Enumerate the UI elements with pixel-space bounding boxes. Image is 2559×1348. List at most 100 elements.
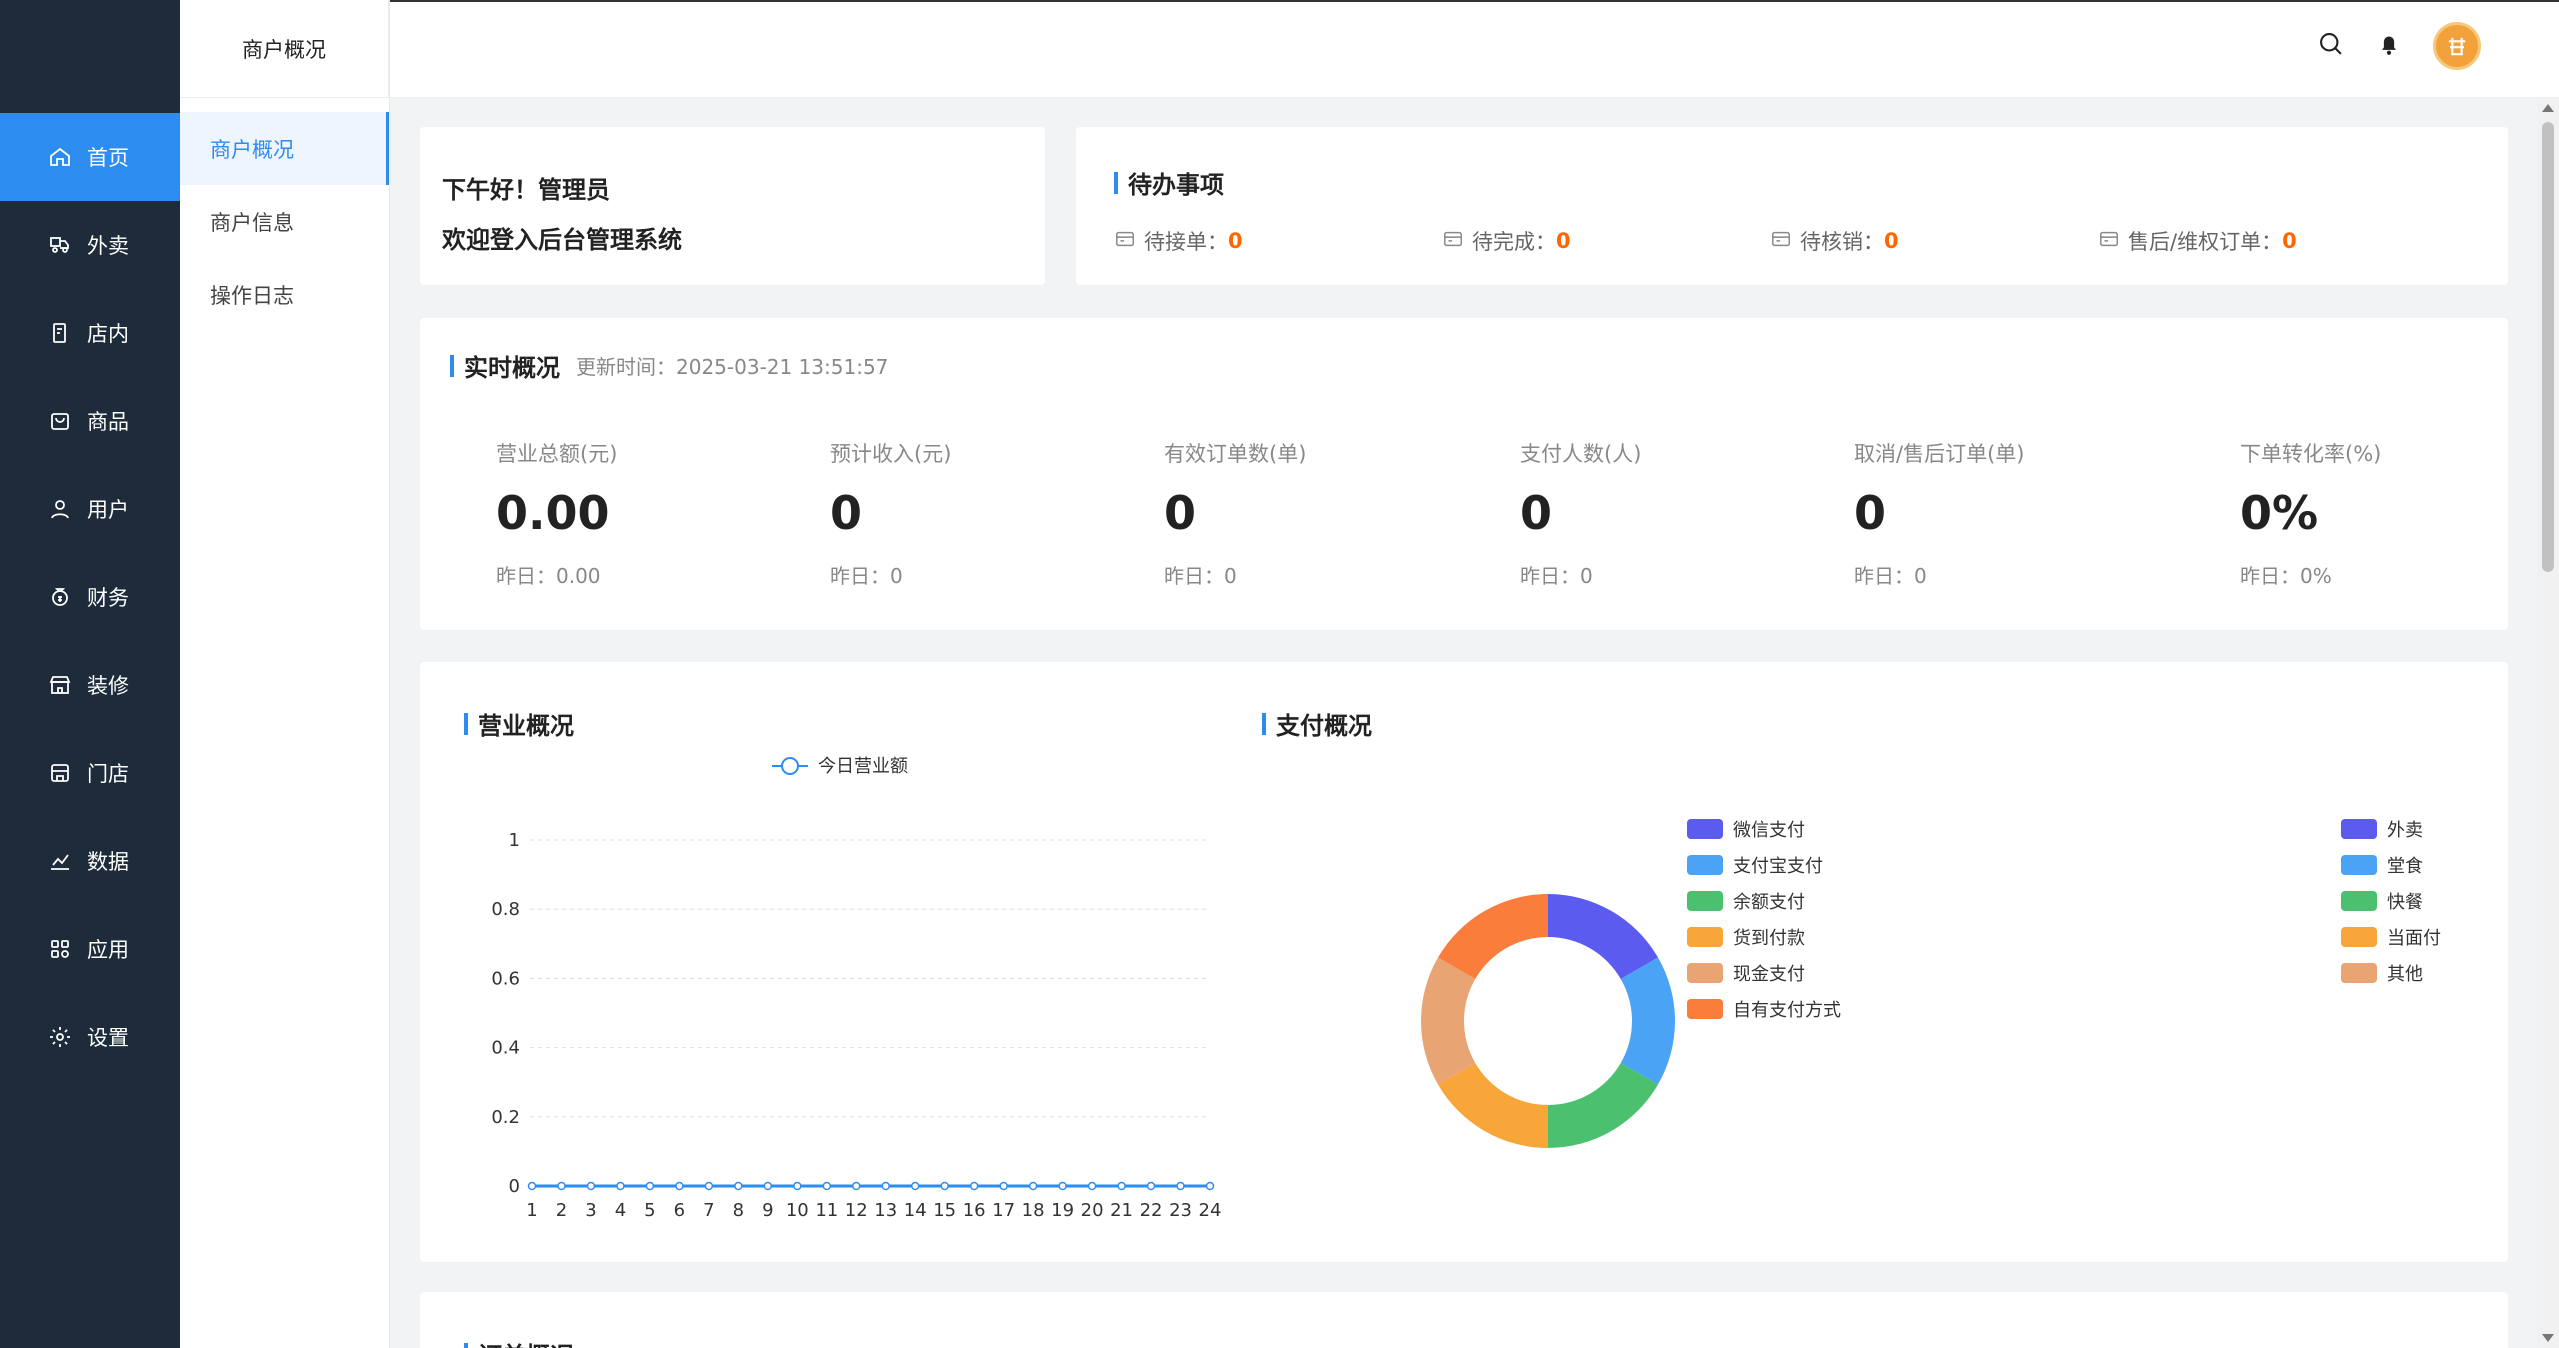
legend-label: 货到付款: [1733, 928, 1805, 949]
data-point: [734, 1181, 743, 1191]
x-tick-label: 23: [1169, 1200, 1192, 1221]
todo-item[interactable]: 售后/维权订单： 0: [2098, 226, 2426, 256]
x-tick-label: 2: [556, 1200, 567, 1221]
x-tick-label: 5: [644, 1200, 655, 1221]
submenu-item-2[interactable]: 操作日志: [210, 283, 294, 308]
donut-slice[interactable]: [1438, 894, 1548, 979]
legend-label: 现金支付: [1733, 964, 1805, 985]
data-point: [557, 1181, 566, 1191]
legend-item[interactable]: 当面付: [2341, 924, 2441, 950]
sidebar-item-0[interactable]: 首页: [0, 113, 180, 201]
scroll-thumb[interactable]: [2542, 122, 2554, 572]
submenu-item-0[interactable]: 商户概况: [180, 112, 389, 185]
order-icon: [2098, 228, 2128, 255]
legend-swatch: [1687, 819, 1723, 839]
x-tick-label: 24: [1199, 1200, 1222, 1221]
legend-label: 堂食: [2387, 856, 2423, 877]
legend-item[interactable]: 货到付款: [1687, 924, 1805, 950]
y-tick-label: 0.8: [491, 899, 520, 920]
avatar[interactable]: [2433, 22, 2481, 70]
sidebar-item-4[interactable]: 用户: [0, 465, 180, 553]
legend-item[interactable]: 外卖: [2341, 816, 2423, 842]
todo-title-text: 待办事项: [1128, 171, 1224, 199]
sidebar-item-label: 应用: [87, 938, 129, 962]
gear-icon: [47, 1024, 73, 1050]
stat-value: 0: [830, 486, 863, 540]
submenu-item-1[interactable]: 商户信息: [210, 210, 294, 235]
legend-item[interactable]: 现金支付: [1687, 960, 1805, 986]
scroll-up-arrow-icon[interactable]: [2542, 104, 2554, 112]
sidebar-item-7[interactable]: 门店: [0, 729, 180, 817]
donut-slice[interactable]: [1421, 957, 1476, 1085]
legend-label: 今日营业额: [818, 756, 908, 777]
x-tick-label: 17: [992, 1200, 1015, 1221]
x-tick-label: 8: [733, 1200, 744, 1221]
sidebar-item-3[interactable]: 商品: [0, 377, 180, 465]
data-point: [793, 1181, 802, 1191]
donut-slice[interactable]: [1438, 1063, 1548, 1148]
legend-swatch: [2341, 891, 2377, 911]
legend-item[interactable]: 自有支付方式: [1687, 996, 1841, 1022]
x-tick-label: 1: [526, 1200, 537, 1221]
sidebar-item-8[interactable]: 数据: [0, 817, 180, 905]
todo-count: 0: [2282, 229, 2297, 253]
data-point: [1176, 1181, 1185, 1191]
scroll-down-arrow-icon[interactable]: [2542, 1334, 2554, 1342]
legend-item[interactable]: 微信支付: [1687, 816, 1805, 842]
stat-yesterday: 昨日：0: [1854, 564, 1927, 588]
title-accent-bar: [1114, 171, 1118, 194]
todo-item[interactable]: 待完成： 0: [1442, 226, 1770, 256]
donut-slice[interactable]: [1548, 1063, 1658, 1148]
legend-swatch: [1687, 927, 1723, 947]
sidebar-item-10[interactable]: 设置: [0, 993, 180, 1081]
x-tick-label: 10: [786, 1200, 809, 1221]
submenu-header: 商户概况: [180, 0, 389, 98]
legend-item[interactable]: 快餐: [2341, 888, 2423, 914]
data-point: [675, 1181, 684, 1191]
todo-label: 待接单：: [1144, 230, 1228, 254]
x-tick-label: 6: [674, 1200, 685, 1221]
title-accent-bar: [450, 354, 454, 377]
data-point: [999, 1181, 1008, 1191]
bell-icon[interactable]: [2375, 30, 2403, 62]
legend-label: 当面付: [2387, 928, 2441, 949]
sidebar-item-2[interactable]: 店内: [0, 289, 180, 377]
stat-value: 0: [1164, 486, 1197, 540]
legend-item[interactable]: 其他: [2341, 960, 2423, 986]
sidebar-item-5[interactable]: 财务: [0, 553, 180, 641]
sidebar-item-1[interactable]: 外卖: [0, 201, 180, 289]
title-accent-bar: [1262, 712, 1266, 735]
page-scrollbar[interactable]: [2537, 98, 2559, 1348]
sidebar-logo-area: [0, 0, 180, 113]
greeting-line: 下午好！管理员: [442, 176, 610, 204]
todo-label: 售后/维权订单：: [2128, 230, 2283, 254]
legend-swatch: [1687, 999, 1723, 1019]
donut-slice[interactable]: [1620, 957, 1675, 1085]
business-title-text: 营业概况: [478, 712, 574, 740]
sidebar-item-9[interactable]: 应用: [0, 905, 180, 993]
legend-swatch: [1687, 963, 1723, 983]
legend-label: 其他: [2387, 964, 2423, 985]
todo-item[interactable]: 待接单： 0: [1114, 226, 1442, 256]
legend-label: 外卖: [2387, 820, 2423, 841]
sidebar-item-label: 外卖: [87, 234, 129, 258]
todo-title: 待办事项: [1114, 165, 2508, 200]
stat-label: 有效订单数(单): [1164, 442, 1307, 466]
legend-item[interactable]: 堂食: [2341, 852, 2423, 878]
orders-card: 订单概况: [420, 1292, 2508, 1348]
todo-count: 0: [1884, 229, 1899, 253]
data-point: [881, 1181, 890, 1191]
todo-item[interactable]: 待核销： 0: [1770, 226, 2098, 256]
data-point: [940, 1181, 949, 1191]
legend-label: 微信支付: [1733, 820, 1805, 841]
search-icon[interactable]: [2317, 30, 2345, 62]
donut-slice[interactable]: [1548, 894, 1658, 979]
top-header: [390, 0, 2559, 98]
x-tick-label: 19: [1051, 1200, 1074, 1221]
legend-item[interactable]: 支付宝支付: [1687, 852, 1823, 878]
title-accent-bar: [464, 712, 468, 735]
payment-title: 支付概况: [1262, 706, 1372, 741]
sidebar-item-6[interactable]: 装修: [0, 641, 180, 729]
data-point: [586, 1181, 596, 1191]
legend-item[interactable]: 余额支付: [1687, 888, 1805, 914]
